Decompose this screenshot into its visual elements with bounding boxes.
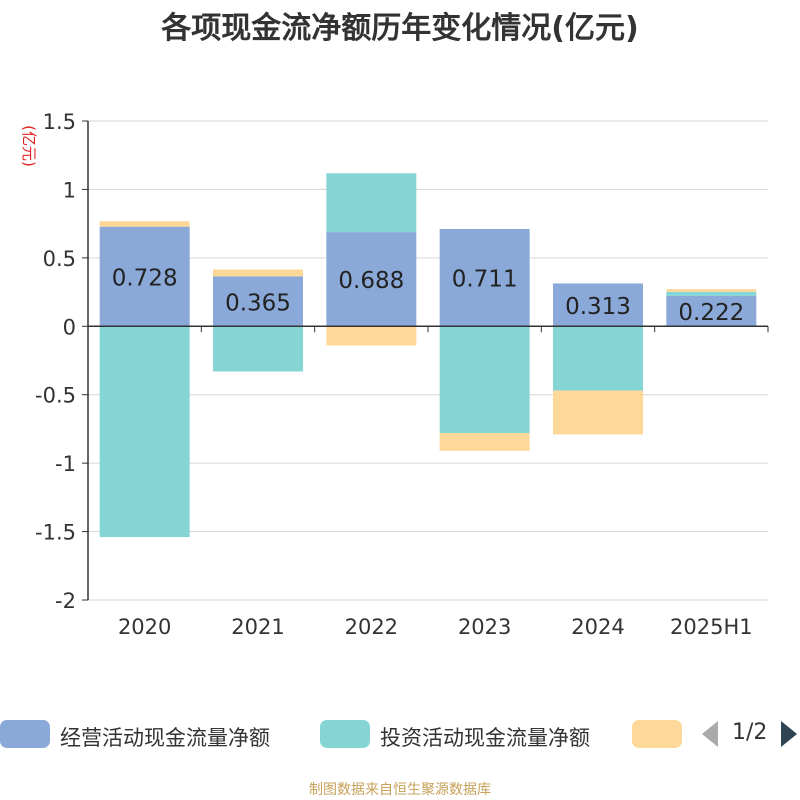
- legend-swatch-investing: [320, 720, 370, 748]
- bars: [99, 173, 757, 538]
- legend-swatch-operating: [0, 720, 50, 748]
- bar-series3-2023[interactable]: [439, 433, 530, 451]
- axes: 1.5 1 0.5 0 -0.5 -1 -1.5 -2 2020 2021 2022 2023 2024…: [35, 110, 769, 639]
- y-tick-label: -0.5: [35, 384, 76, 408]
- legend: 经营活动现金流量净额 投资活动现金流量净额: [0, 712, 800, 756]
- legend-swatch-third: [632, 720, 682, 748]
- x-tick-label: 2021: [231, 615, 284, 639]
- bar-series2-2020[interactable]: [99, 326, 190, 538]
- y-axis-unit-label: (亿元): [20, 125, 38, 167]
- data-label: 0.728: [112, 265, 178, 291]
- x-tick-label: 2020: [118, 615, 171, 639]
- data-label: 0.711: [452, 267, 518, 293]
- bar-series2-2022[interactable]: [326, 173, 417, 233]
- bar-series3-2025H1[interactable]: [666, 289, 757, 292]
- pager-next-icon[interactable]: [781, 721, 797, 747]
- data-label: 0.222: [678, 300, 744, 326]
- bar-series1-2020[interactable]: [99, 226, 190, 327]
- data-label: 0.365: [225, 290, 291, 316]
- chart-title: 各项现金流净额历年变化情况(亿元): [160, 11, 638, 46]
- x-tick-label: 2023: [458, 615, 511, 639]
- bar-series1-2025H1[interactable]: [666, 295, 757, 327]
- bar-series3-2022[interactable]: [326, 326, 417, 346]
- x-tick-label: 2025H1: [670, 615, 753, 639]
- bar-series1-2023[interactable]: [439, 228, 530, 327]
- legend-label-operating: 经营活动现金流量净额: [60, 726, 270, 750]
- bar-series3-2021[interactable]: [213, 269, 303, 277]
- y-tick-label: -1.5: [35, 521, 76, 545]
- bar-series2-2021[interactable]: [213, 326, 303, 372]
- bar-series1-2021[interactable]: [213, 276, 303, 327]
- bar-series3-2020[interactable]: [99, 221, 190, 227]
- grid-lines: [88, 120, 768, 601]
- legend-pager: 1/2: [700, 718, 800, 754]
- bar-series2-2024[interactable]: [553, 326, 643, 391]
- bar-series2-2025H1[interactable]: [666, 291, 757, 296]
- data-label: 0.313: [565, 294, 631, 320]
- y-tick-label: -1: [55, 452, 76, 476]
- legend-label-investing: 投资活动现金流量净额: [380, 726, 590, 750]
- data-label: 0.688: [338, 268, 404, 294]
- x-tick-label: 2024: [571, 615, 624, 639]
- bar-series2-2023[interactable]: [439, 326, 530, 434]
- bar-series1-2024[interactable]: [553, 283, 643, 327]
- data-labels: 0.728 0.365 0.688 0.711 0.313 0.222: [112, 265, 745, 326]
- y-tick-label: 1.5: [43, 110, 76, 134]
- y-tick-label: -2: [55, 589, 76, 613]
- y-tick-label: 0: [63, 315, 76, 339]
- bar-series1-2022[interactable]: [326, 232, 417, 327]
- x-tick-label: 2022: [345, 615, 398, 639]
- y-tick-label: 0.5: [43, 247, 76, 271]
- bar-series3-2024[interactable]: [553, 390, 643, 435]
- source-note: 制图数据来自恒生聚源数据库: [309, 782, 491, 798]
- pager-prev-icon[interactable]: [702, 721, 718, 747]
- y-tick-label: 1: [63, 178, 76, 202]
- pager-text: 1/2: [732, 720, 768, 745]
